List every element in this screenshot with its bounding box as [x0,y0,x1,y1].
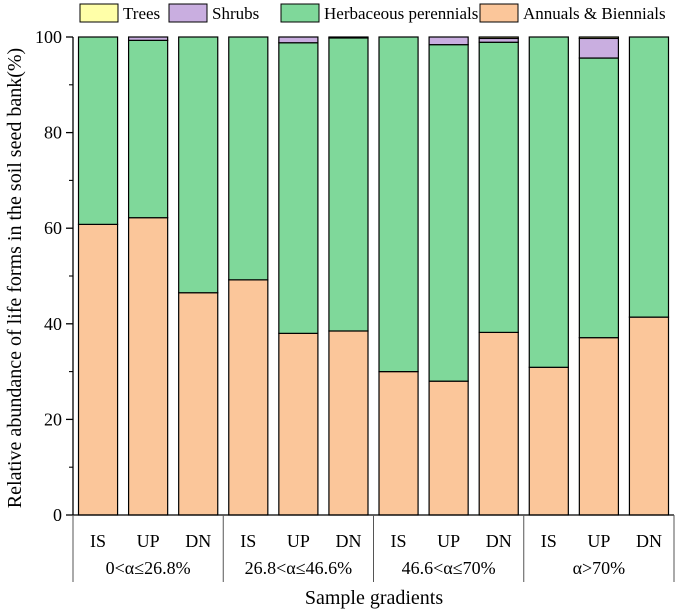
group-label: 46.6<α≤70% [402,558,496,578]
x-tick-label: DN [185,531,211,551]
legend-swatch [79,3,119,23]
bar-segment [278,42,319,334]
y-tick-label: 0 [53,505,62,525]
bar-segment [628,36,670,318]
x-tick-label: IS [240,531,256,551]
bar-segment [127,39,169,219]
x-tick-label: DN [486,531,512,551]
bar-segment [478,331,519,516]
group-label: α>70% [573,558,626,578]
bar-segment [378,36,419,373]
bar-segment [228,279,269,516]
bar-segment [127,217,169,516]
y-tick-label: 20 [44,409,62,429]
bar-segment [228,36,269,281]
legend-label: Annuals & Biennials [523,4,666,23]
x-axis-title: Sample gradients [305,587,444,609]
bar-segment [127,36,169,41]
legend-label: Herbaceous perennials [324,4,478,23]
legend-label: Trees [123,4,160,23]
legend-swatch [280,3,320,23]
y-tick-label: 40 [44,314,62,334]
bar-segment [528,366,569,516]
bar-segment [528,36,569,368]
bar-segment [278,332,319,516]
x-tick-label: IS [90,531,106,551]
x-tick-label: DN [335,531,361,551]
bar-segment [328,330,369,516]
bar-segment [77,36,119,225]
bar-segment [628,316,670,516]
bar-segment [428,36,469,46]
x-tick-label: IS [391,531,407,551]
x-tick-label: IS [541,531,557,551]
group-label: 26.8<α≤46.6% [245,558,352,578]
x-tick-label: UP [437,531,460,551]
y-tick-label: 80 [44,123,62,143]
bar-segment [428,380,469,516]
bar-segment [428,44,469,382]
bar-segment [328,37,369,332]
bar-segment [178,292,219,516]
bar-segment [578,337,620,516]
x-tick-label: DN [636,531,662,551]
legend-swatch [168,3,208,23]
x-tick-label: UP [287,531,310,551]
bar-segment [478,36,519,40]
bar-segment [378,371,419,516]
bar-segment [578,37,620,59]
bar-segment [578,36,620,40]
y-axis-title: Relative abundance of life forms in the … [4,48,26,508]
legend: Trees Shrubs Herbaceous perennials Annuals … [79,3,666,23]
group-label: 0<α≤26.8% [106,558,191,578]
x-tick-label: UP [587,531,610,551]
y-tick-label: 60 [44,218,62,238]
bar-segment [578,57,620,339]
bar-segment [178,36,219,294]
bar-segment [478,41,519,334]
x-tick-label: UP [137,531,160,551]
legend-swatch [479,3,519,23]
y-tick-label: 100 [35,27,62,47]
bar-segment [278,36,319,44]
bars [77,36,670,516]
bar-segment [77,223,119,516]
bar-segment [328,36,369,39]
legend-label: Shrubs [212,4,259,23]
